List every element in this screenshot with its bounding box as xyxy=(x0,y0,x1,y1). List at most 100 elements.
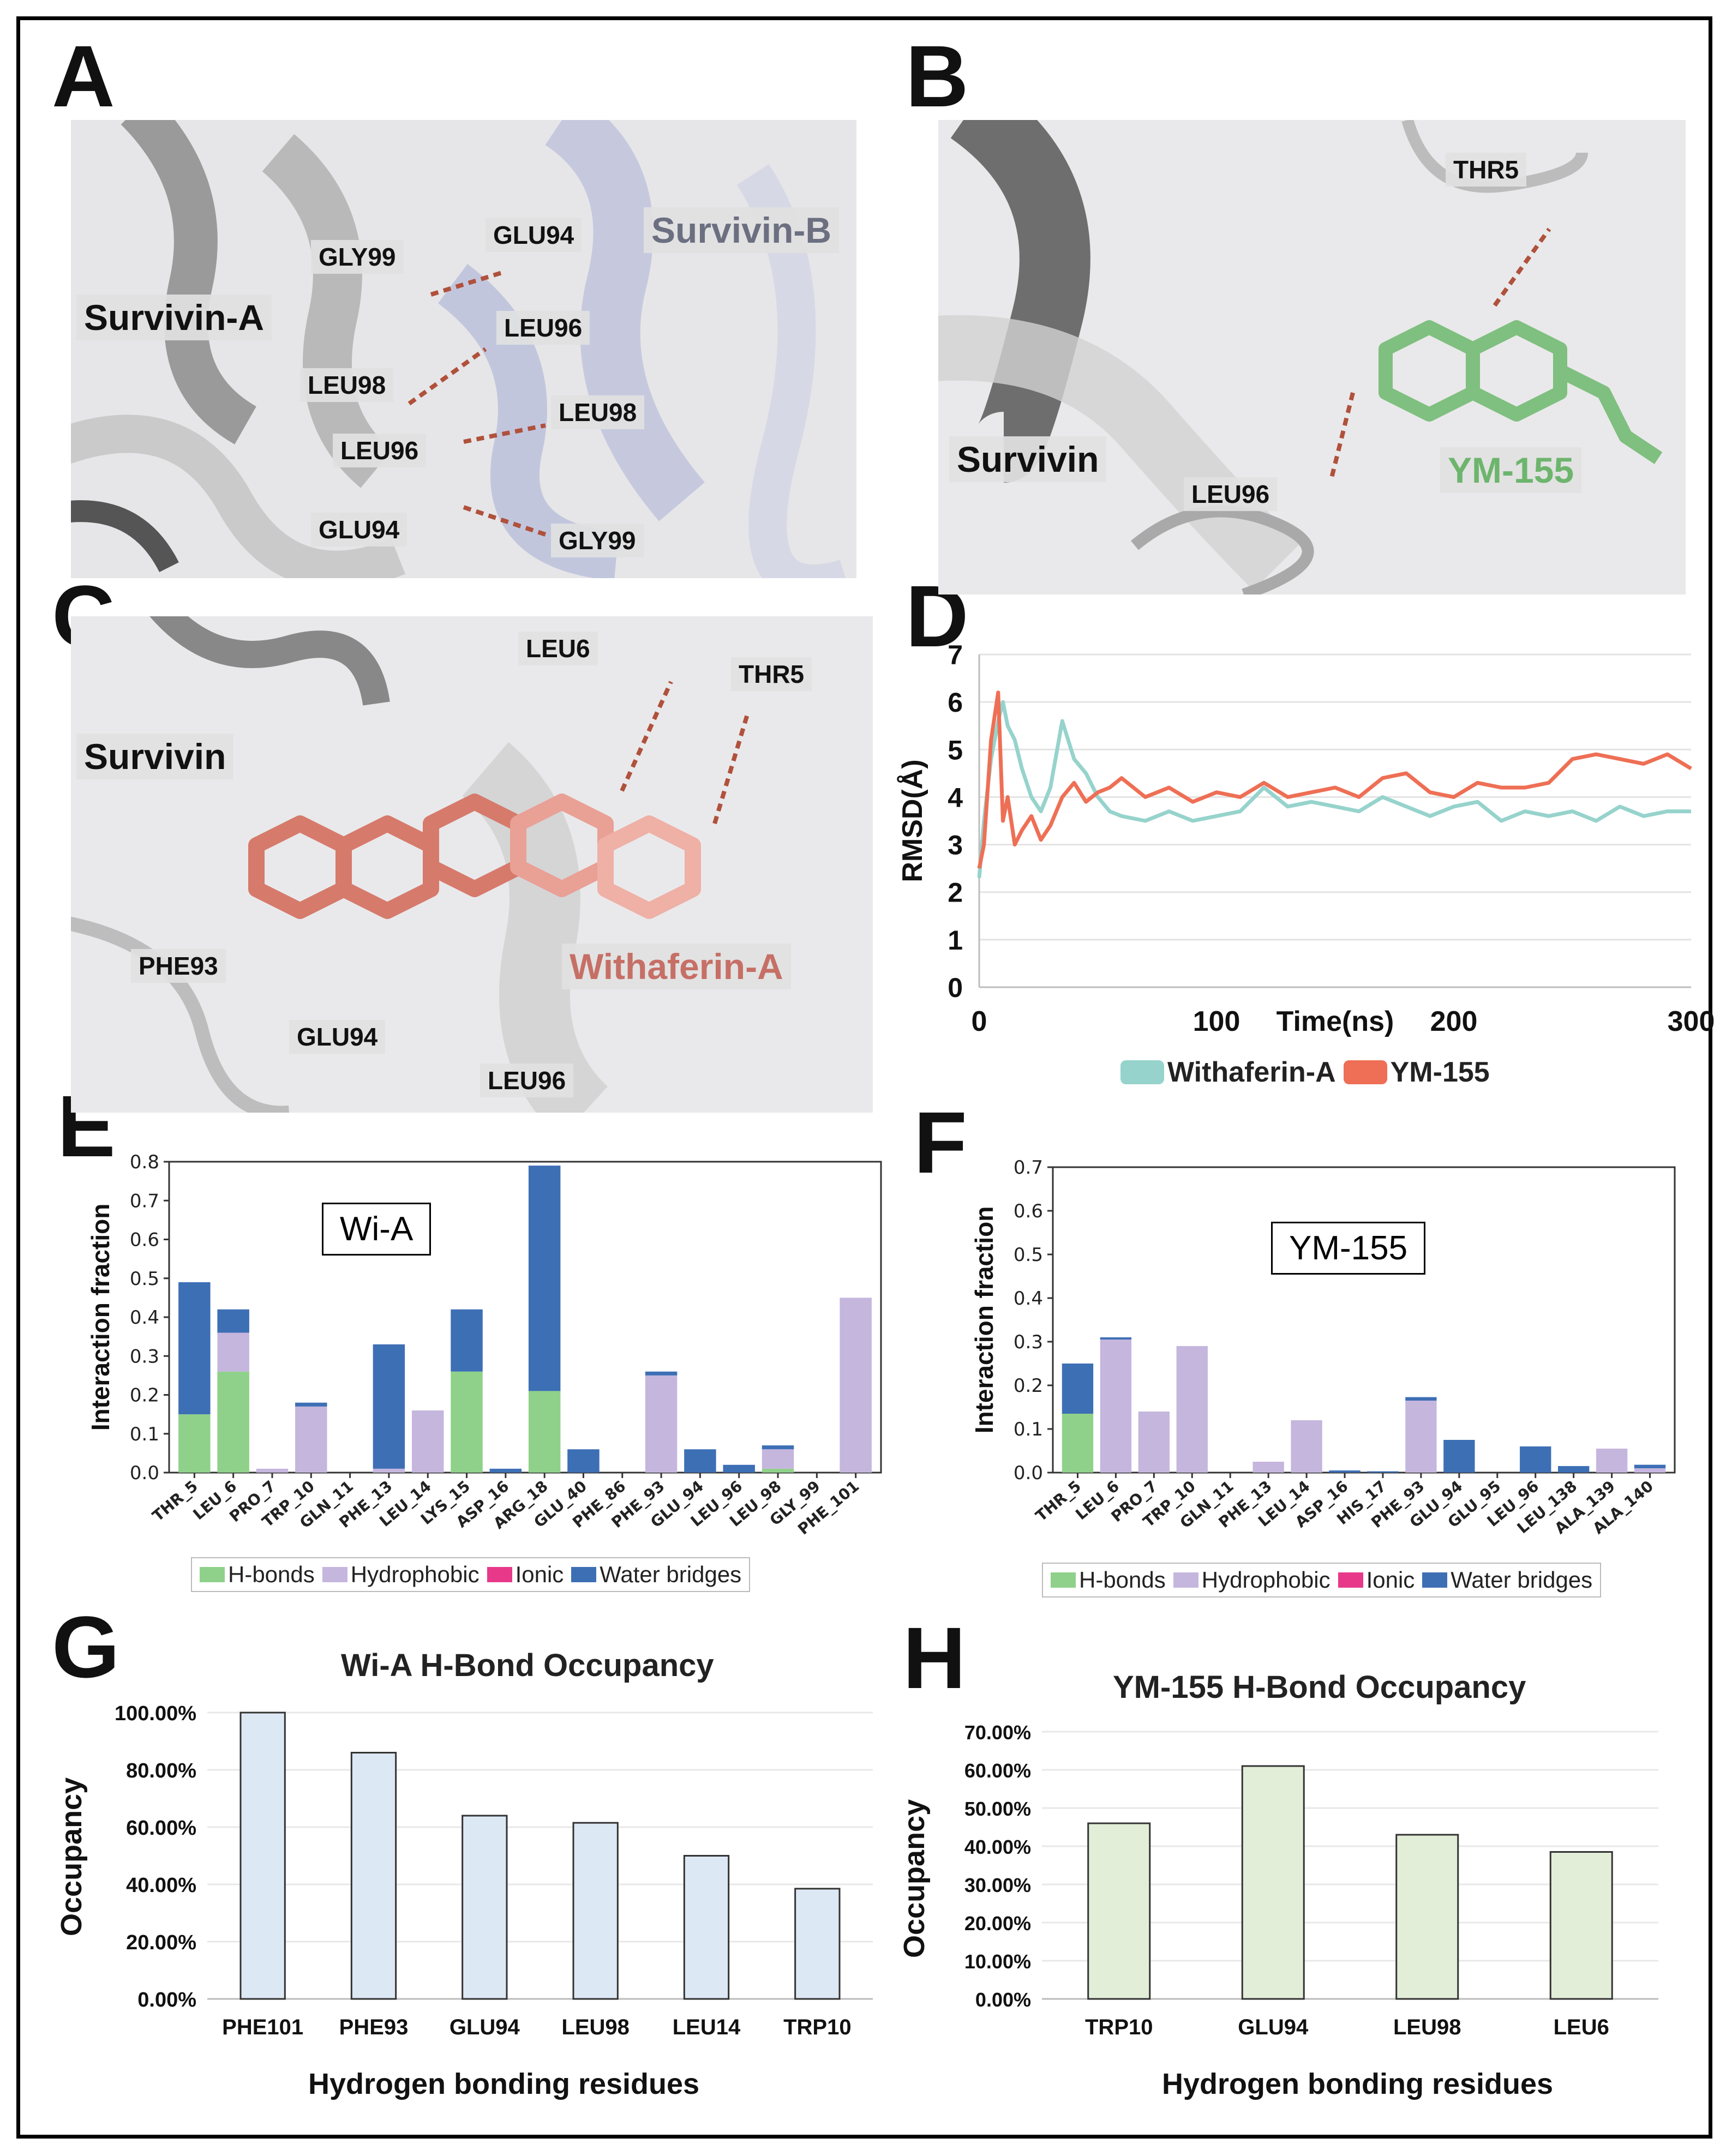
label-leu96-c: LEU96 xyxy=(480,1064,574,1097)
bar-hydrophobic-pro_7 xyxy=(1138,1412,1170,1473)
bar-water-leu_138 xyxy=(1557,1466,1590,1473)
chart-g-xlabel: Hydrogen bonding residues xyxy=(308,2068,700,2100)
bar-leu6 xyxy=(1549,1851,1613,2000)
bar-hydrophobic-trp_10 xyxy=(295,1406,327,1473)
xtick-label-svgH: LEU6 xyxy=(1554,2015,1609,2039)
panel-letter-a: A xyxy=(52,27,115,125)
ytick-label-svgH: 40.00% xyxy=(964,1836,1031,1858)
chart-f-title: YM-155 xyxy=(1271,1222,1426,1275)
label-phe93-c: PHE93 xyxy=(131,949,226,983)
bar-water-glu_94 xyxy=(1443,1440,1475,1473)
chart-h-xlabel: Hydrogen bonding residues xyxy=(1162,2068,1554,2100)
bar-hbonds-leu_6 xyxy=(217,1371,249,1473)
panel-f-interaction-chart: 0.0 0.1 0.2 0.3 0.4 0.5 0.6 0.7 Interaction frac… xyxy=(927,1156,1707,1609)
legend-water-e: Water bridges xyxy=(571,1562,741,1588)
ytick-label-svgH: 20.00% xyxy=(964,1912,1031,1935)
xtick-label-svgG: TRP10 xyxy=(783,2015,852,2039)
chart-e-legend: H-bonds Hydrophobic Ionic Water bridges xyxy=(191,1557,751,1592)
legend-ionic-e: Ionic xyxy=(487,1562,564,1588)
ytick-label-svgH: 70.00% xyxy=(964,1721,1031,1744)
legend-hydrophobic-e: Hydrophobic xyxy=(322,1562,480,1588)
xtick-label-svgG: PHE93 xyxy=(339,2015,409,2039)
bar-water-ala_140 xyxy=(1634,1464,1666,1468)
ylabel-svgE: Interaction fraction xyxy=(86,1204,115,1431)
xtick-label-svgH: TRP10 xyxy=(1085,2015,1153,2039)
series-line-ym155 xyxy=(977,690,1692,869)
label-survivin-b: Survivin-B xyxy=(644,207,840,253)
bar-hydrophobic-trp_10 xyxy=(1176,1346,1208,1473)
chart-e-title: Wi-A xyxy=(322,1203,431,1256)
xtick-label-d: 0 xyxy=(972,1006,987,1037)
bar-hydrophobic-phe_93 xyxy=(1405,1401,1437,1473)
bar-water-phe_93 xyxy=(645,1371,678,1376)
ytick-label-svgE: 0.8 xyxy=(130,1151,159,1173)
bar-phe101 xyxy=(239,1711,286,2000)
label-leu96-b: LEU96 xyxy=(496,311,590,345)
label-leu98-b: LEU98 xyxy=(551,395,645,429)
bar-trp10 xyxy=(1087,1822,1151,2000)
bar-hbonds-thr_5 xyxy=(178,1414,211,1473)
ytick-label-svgG: 0.00% xyxy=(137,1989,196,2011)
occupancy-plot-h-svg: 0.00% 10.00% 20.00% 30.00% 40.00% 50.00% 60.00… xyxy=(964,1721,1658,2039)
bar-water-thr_5 xyxy=(1062,1364,1094,1414)
label-survivin-b-panel: Survivin xyxy=(949,436,1107,482)
bar-water-lys_15 xyxy=(451,1309,483,1372)
legend-item-withaferin: Withaferin-A xyxy=(1120,1056,1336,1089)
bar-hydrophobic-leu_14 xyxy=(1291,1420,1322,1473)
ytick-label-d: 1 xyxy=(948,925,963,956)
ytick-label-svgF: 0.1 xyxy=(1014,1419,1043,1440)
bar-hbonds-leu_98 xyxy=(762,1468,794,1473)
bar-water-thr_5 xyxy=(178,1282,211,1415)
xtick-label-d: 300 xyxy=(1668,1006,1715,1037)
label-leu96-b-panel: LEU96 xyxy=(1184,477,1278,511)
xtick-label-svgH: GLU94 xyxy=(1238,2015,1309,2039)
xlabel-d: Time(ns) xyxy=(1276,1006,1394,1037)
bar-water-phe_93 xyxy=(1405,1397,1437,1401)
bar-hydrophobic-phe_13 xyxy=(373,1468,405,1473)
figure-frame xyxy=(16,16,1712,2139)
xtick-label-svgH: LEU98 xyxy=(1393,2015,1461,2039)
label-thr5-c: THR5 xyxy=(731,657,812,691)
ytick-label-d: 0 xyxy=(948,972,963,1003)
bar-phe93 xyxy=(350,1752,397,2000)
bar-leu14 xyxy=(683,1855,730,2000)
ytick-label-svgF: 0.0 xyxy=(1014,1462,1043,1484)
rmsd-legend: Withaferin-A YM-155 xyxy=(1113,1053,1497,1092)
bar-water-glu_94 xyxy=(684,1449,716,1473)
ytick-label-svgG: 40.00% xyxy=(126,1874,196,1897)
ytick-label-svgE: 0.3 xyxy=(130,1346,159,1367)
xtick-label-d: 100 xyxy=(1193,1006,1240,1037)
label-leu96-a: LEU96 xyxy=(333,434,427,467)
label-survivin-c: Survivin xyxy=(76,734,234,779)
chart-h-title: YM-155 H-Bond Occupancy xyxy=(1113,1669,1526,1705)
bar-hydrophobic-leu_6 xyxy=(1100,1340,1132,1473)
label-glu94-b: GLU94 xyxy=(486,218,582,252)
panel-b-artwork xyxy=(938,120,1686,594)
xtick-label-svgG: PHE101 xyxy=(222,2015,303,2039)
bar-water-leu_98 xyxy=(762,1445,794,1450)
bar-hydrophobic-phe_101 xyxy=(840,1298,872,1473)
rmsd-plot-svg: 0 1 2 3 4 5 6 7 0 100 200 300 Time(ns) RMSD(Å) xyxy=(897,640,1715,1037)
bar-water-leu_96 xyxy=(723,1464,755,1473)
panel-c-structure: LEU6 THR5 Survivin PHE93 Withaferin-A GL… xyxy=(71,616,873,1113)
ytick-label-svgF: 0.5 xyxy=(1014,1244,1043,1266)
legend-water-f: Water bridges xyxy=(1422,1567,1592,1593)
ytick-label-svgH: 0.00% xyxy=(975,1989,1031,2011)
ytick-label-svgG: 20.00% xyxy=(126,1931,196,1954)
bar-hydrophobic-ala_139 xyxy=(1596,1449,1628,1473)
label-thr5-b: THR5 xyxy=(1446,153,1527,187)
bar-glu94 xyxy=(1241,1765,1305,2000)
interaction-plot-f-svg: 0.0 0.1 0.2 0.3 0.4 0.5 0.6 0.7 Interaction frac… xyxy=(970,1157,1676,1538)
label-survivin-a: Survivin-A xyxy=(76,295,272,340)
ylabel-d: RMSD(Å) xyxy=(897,759,928,882)
bar-water-asp_16 xyxy=(1329,1470,1361,1473)
label-leu98-a: LEU98 xyxy=(300,368,394,402)
ytick-label-svgF: 0.6 xyxy=(1014,1200,1043,1222)
bar-hydrophobic-phe_13 xyxy=(1252,1462,1284,1473)
ytick-label-d: 7 xyxy=(948,640,963,670)
ytick-label-svgH: 60.00% xyxy=(964,1759,1031,1782)
legend-hbonds-f: H-bonds xyxy=(1051,1567,1166,1593)
legend-item-ym155: YM-155 xyxy=(1343,1056,1490,1089)
ytick-label-svgH: 50.00% xyxy=(964,1798,1031,1820)
chart-g-title: Wi-A H-Bond Occupancy xyxy=(341,1648,714,1683)
